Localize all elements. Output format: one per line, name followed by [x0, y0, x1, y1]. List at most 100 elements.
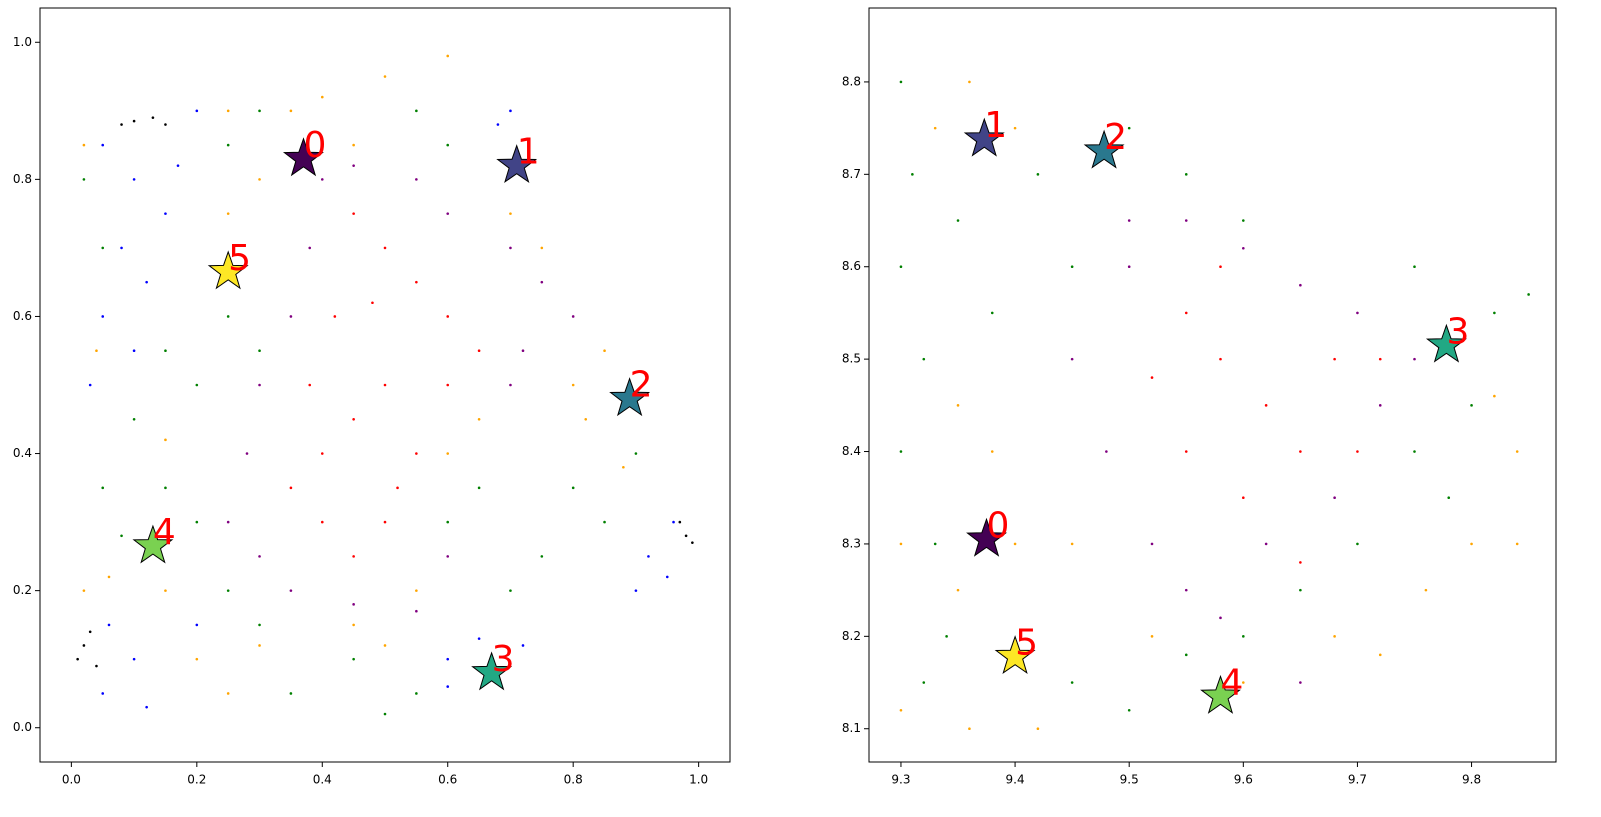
scatter-point	[1527, 293, 1530, 296]
y-tick-label: 0.8	[13, 172, 32, 186]
scatter-point	[1219, 357, 1222, 361]
center-star	[207, 250, 249, 290]
x-tick-label: 0.4	[313, 773, 332, 787]
y-tick-label: 0.2	[13, 583, 32, 597]
scatter-point	[82, 589, 86, 592]
scatter-point	[308, 246, 312, 250]
scatter-point	[82, 178, 86, 181]
scatter-point	[82, 644, 86, 647]
center-label: 2	[1104, 117, 1127, 158]
axes-frame	[868, 7, 1557, 763]
scatter-point	[1070, 357, 1074, 361]
scatter-point	[1127, 708, 1131, 712]
scatter-point	[1378, 653, 1382, 657]
scatter-point	[911, 173, 914, 176]
scatter-point	[1036, 727, 1040, 731]
scatter-point	[95, 664, 98, 668]
scatter-point	[945, 635, 948, 638]
x-tick-label: 9.3	[891, 773, 910, 787]
scatter-point	[672, 520, 675, 524]
center-star	[132, 524, 174, 564]
scatter-point	[1184, 588, 1188, 592]
x-tick-label: 9.6	[1234, 773, 1253, 787]
scatter-point	[258, 349, 261, 353]
scatter-point	[899, 450, 903, 453]
scatter-point	[521, 349, 525, 353]
scatter-point	[684, 534, 688, 538]
scatter-point	[1333, 496, 1336, 500]
scatter-point	[132, 349, 136, 353]
scatter-point	[1184, 653, 1188, 657]
scatter-point	[226, 692, 230, 695]
axes-frame	[39, 7, 731, 763]
scatter-point	[509, 246, 512, 250]
scatter-point	[258, 644, 261, 647]
scatter-point	[956, 219, 960, 222]
scatter-point	[226, 109, 230, 113]
scatter-point	[571, 383, 575, 387]
scatter-point	[308, 383, 312, 387]
y-tick-label: 8.3	[842, 536, 861, 550]
scatter-point	[1299, 681, 1302, 684]
scatter-point	[195, 657, 199, 661]
scatter-point	[195, 109, 199, 113]
y-tick-label: 8.8	[842, 74, 861, 88]
center-label: 1	[984, 105, 1007, 146]
y-tick-label: 0.4	[13, 446, 32, 460]
scatter-point	[509, 212, 512, 215]
scatter-point	[571, 315, 575, 318]
scatter-point	[415, 589, 418, 592]
center-star	[966, 517, 1008, 557]
scatter-point	[446, 657, 450, 661]
scatter-point	[1333, 635, 1336, 638]
scatter-point	[415, 178, 418, 181]
center-label: 1	[517, 132, 540, 173]
scatter-point	[1299, 588, 1302, 592]
x-tick-label: 9.5	[1120, 773, 1139, 787]
scatter-point	[446, 143, 450, 147]
scatter-point	[226, 143, 230, 147]
scatter-point	[151, 116, 155, 119]
scatter-point	[82, 143, 86, 147]
scatter-point	[120, 246, 123, 250]
scatter-point	[1070, 681, 1074, 684]
center-star	[282, 137, 324, 177]
y-tick-label: 8.4	[842, 444, 861, 458]
scatter-point	[446, 383, 450, 387]
scatter-point	[352, 164, 355, 167]
scatter-point	[647, 555, 650, 558]
scatter-point	[521, 644, 525, 647]
scatter-point	[584, 417, 588, 421]
center-label: 4	[153, 512, 176, 553]
scatter-point	[145, 705, 148, 709]
y-tick-label: 8.1	[842, 721, 861, 735]
scatter-point	[1013, 542, 1017, 546]
scatter-point	[968, 727, 971, 731]
center-star	[496, 144, 538, 184]
scatter-point	[1184, 450, 1188, 453]
scatter-point	[1184, 219, 1188, 222]
scatter-point	[289, 315, 293, 318]
center-label: 5	[1015, 623, 1038, 664]
scatter-point	[289, 109, 293, 113]
scatter-point	[132, 657, 136, 661]
scatter-point	[396, 486, 399, 490]
scatter-point	[1356, 311, 1359, 315]
scatter-point	[1242, 681, 1245, 684]
scatter-point	[107, 575, 111, 579]
scatter-point	[933, 126, 937, 130]
scatter-point	[164, 212, 167, 215]
scatter-point	[164, 438, 167, 442]
scatter-point	[1378, 357, 1382, 361]
scatter-point	[1470, 542, 1473, 546]
scatter-point	[509, 383, 512, 387]
scatter-point	[678, 520, 682, 524]
scatter-point	[226, 520, 230, 524]
x-tick-label: 0.6	[438, 773, 457, 787]
scatter-point	[1013, 126, 1017, 130]
scatter-point	[540, 555, 544, 558]
scatter-point	[383, 383, 387, 387]
scatter-point	[477, 349, 481, 353]
scatter-point	[1447, 496, 1451, 500]
scatter-point	[1264, 542, 1268, 546]
